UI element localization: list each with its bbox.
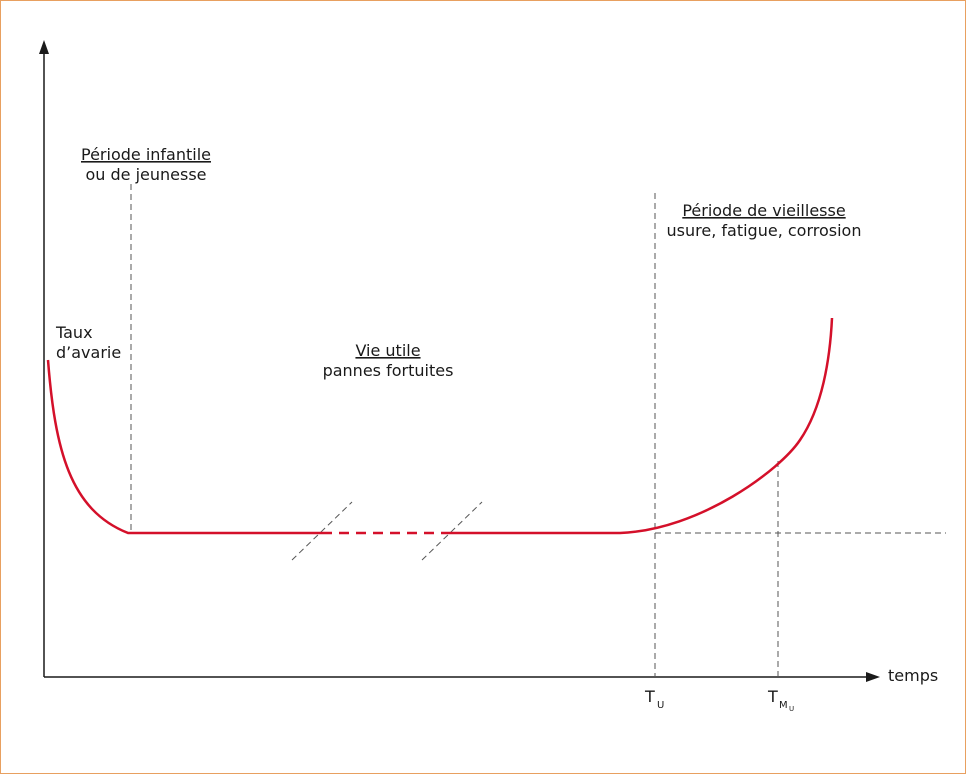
aging-period-title: Période de vieillesse: [682, 201, 845, 220]
tick-tu-sub: U: [657, 700, 664, 711]
useful-life-title: Vie utile: [355, 341, 420, 360]
aging-period-subtitle: usure, fatigue, corrosion: [667, 221, 862, 240]
infant-period-subtitle: ou de jeunesse: [85, 165, 206, 184]
tick-tu-main: T: [644, 687, 655, 706]
break-mark-left: [291, 501, 353, 561]
y-axis-label-line1: Taux: [55, 323, 93, 342]
tick-tmu-sub: M: [779, 700, 788, 711]
tick-tmu-subsub: U: [789, 705, 794, 713]
infant-period-title: Période infantile: [81, 145, 211, 164]
useful-life-subtitle: pannes fortuites: [323, 361, 454, 380]
tick-tmu-main: T: [767, 687, 778, 706]
break-mark-right: [421, 501, 483, 561]
y-axis-label-line2: d’avarie: [56, 343, 121, 362]
x-axis-arrow: [866, 672, 880, 682]
y-axis-arrow: [39, 40, 49, 54]
failure-rate-curve-aging: [448, 317, 834, 535]
x-axis-label: temps: [888, 666, 938, 685]
failure-rate-curve-infant: [46, 359, 322, 535]
